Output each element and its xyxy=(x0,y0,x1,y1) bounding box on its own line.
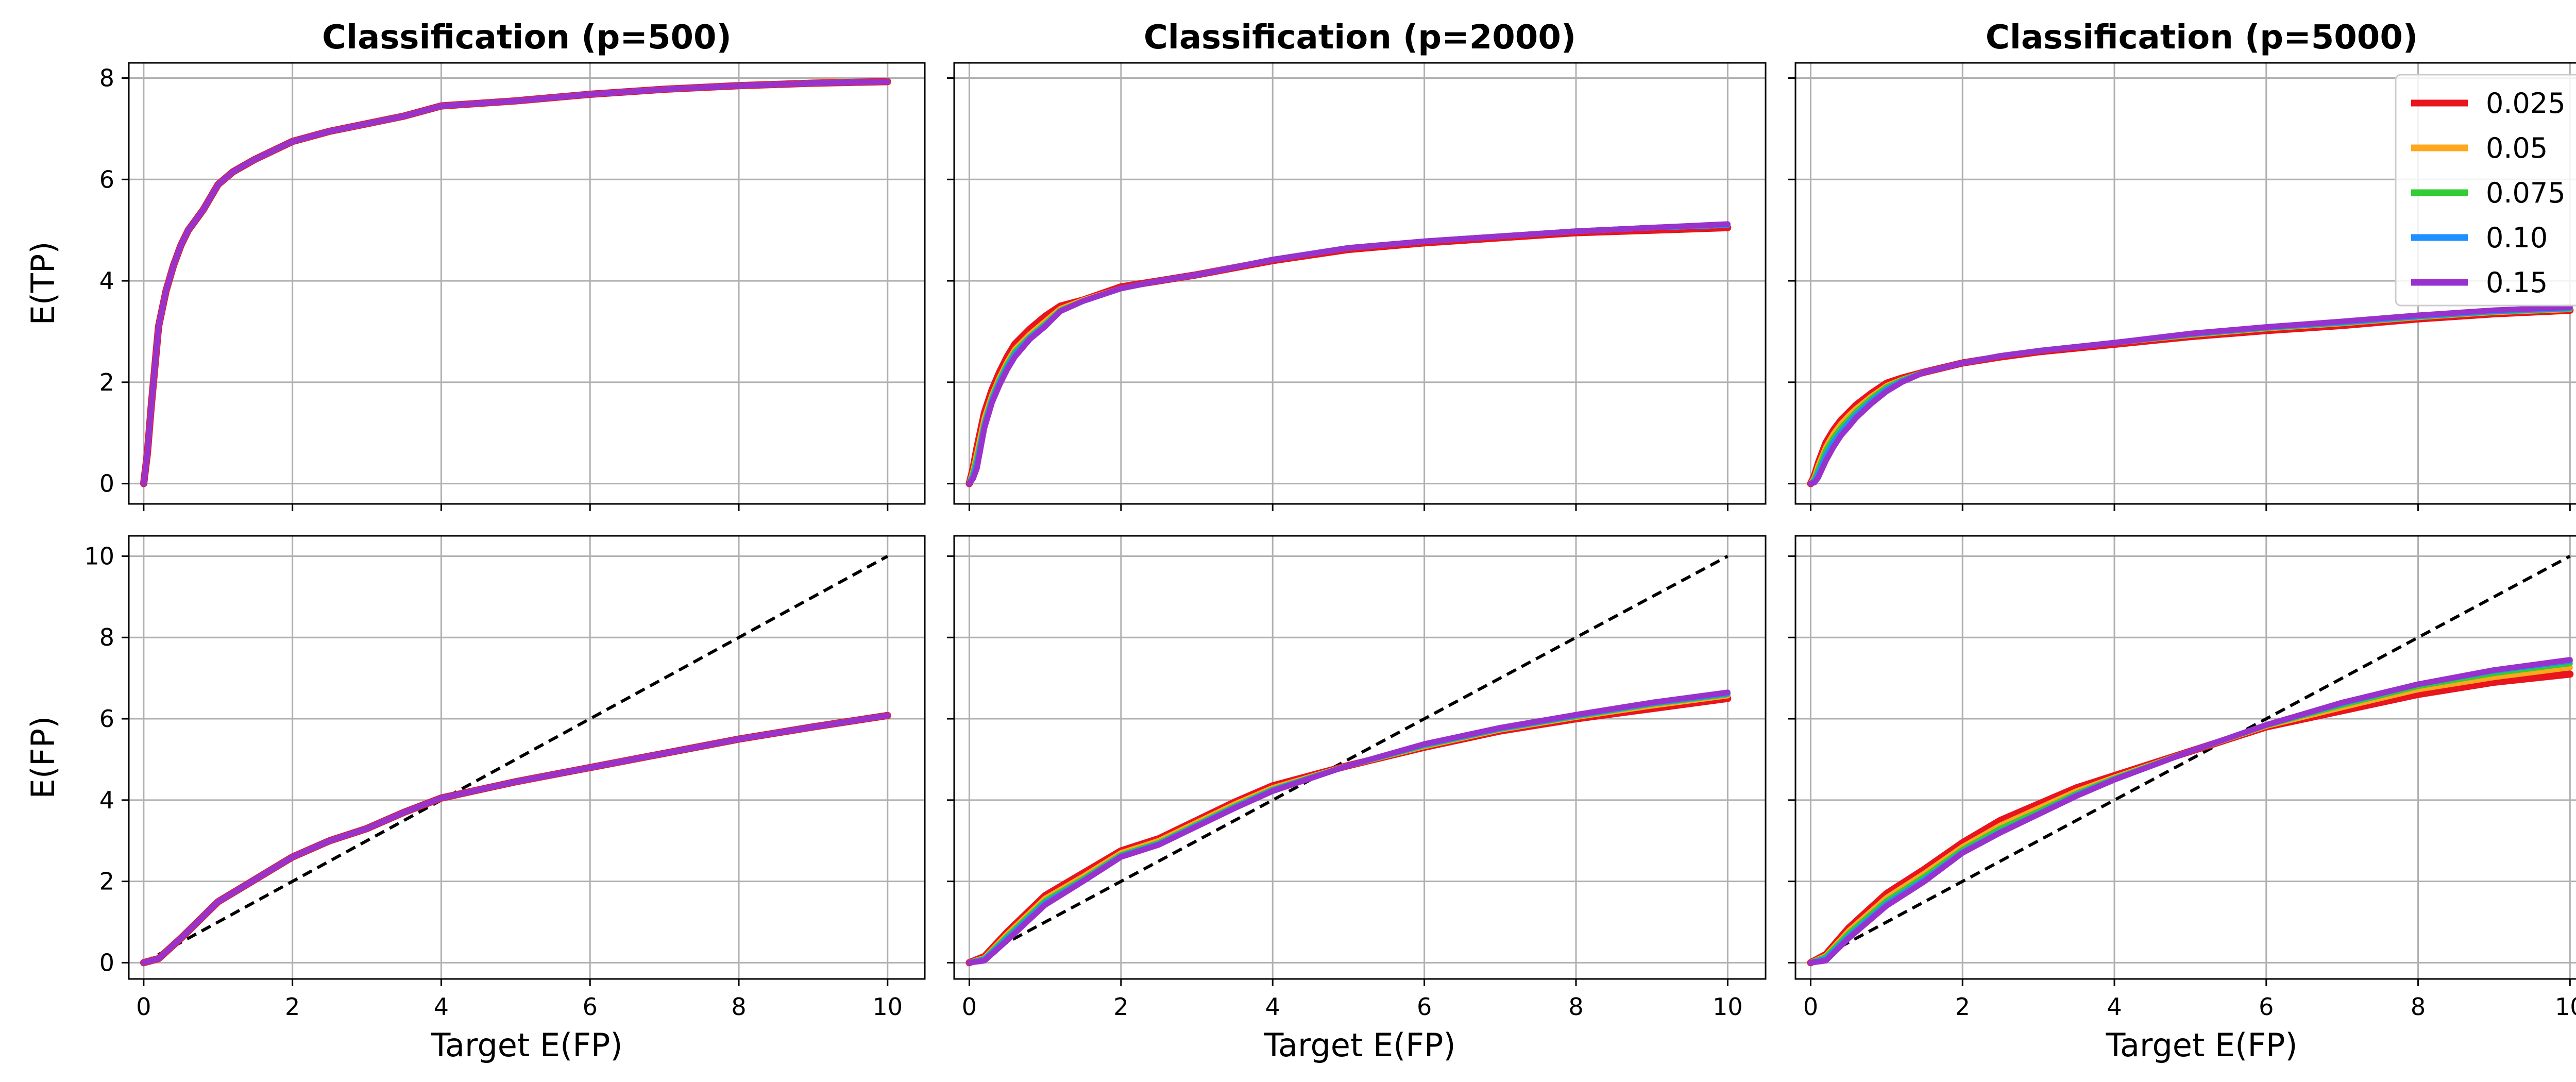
x-tick-label: 2 xyxy=(1955,993,1970,1021)
axes-frame xyxy=(953,535,1767,980)
panel-bottom-middle: 0 2 4 6 8 10 Target E(FP) xyxy=(947,535,1767,1064)
series-line-0-10 xyxy=(1808,658,2573,966)
series-line-0-075 xyxy=(141,713,891,966)
y-tick-label: 4 xyxy=(99,786,114,814)
x-tick-label: 4 xyxy=(2107,993,2122,1021)
panel-top-left: 0 2 4 6 8 Classification (p=500) E(TP) xyxy=(24,19,926,511)
x-tick-label: 2 xyxy=(1113,993,1128,1021)
series-line-0-05 xyxy=(141,78,891,487)
x-tick-label: 10 xyxy=(873,993,903,1021)
series-line-0-025 xyxy=(140,78,891,487)
x-axis-label: Target E(FP) xyxy=(430,1026,622,1064)
x-tick-label: 6 xyxy=(1417,993,1432,1021)
x-tick-label: 8 xyxy=(731,993,746,1021)
axes-frame xyxy=(128,62,926,505)
series-line-0-05 xyxy=(966,692,1731,966)
x-tick-label: 6 xyxy=(583,993,598,1021)
legend-box xyxy=(2395,74,2576,307)
y-tick-label: 0 xyxy=(99,949,114,976)
legend: 0.025 0.05 0.075 0.10 0.15 xyxy=(2395,74,2576,307)
panel-title: Classification (p=5000) xyxy=(1986,19,2418,57)
panel-title: Classification (p=2000) xyxy=(1144,19,1576,57)
y-axis-label: E(TP) xyxy=(24,242,62,326)
panel-title: Classification (p=500) xyxy=(322,19,732,57)
axes-frame xyxy=(1794,62,2576,505)
legend-label: 0.025 xyxy=(2486,87,2566,120)
reference-diagonal-line xyxy=(143,554,889,965)
series-line-0-05 xyxy=(141,713,891,966)
y-tick-label: 4 xyxy=(99,267,114,295)
y-tick-label: 6 xyxy=(99,165,114,193)
legend-label: 0.075 xyxy=(2486,177,2566,209)
y-tick-label: 8 xyxy=(99,623,114,651)
y-tick-label: 10 xyxy=(84,542,114,570)
x-tick-label: 10 xyxy=(2555,993,2576,1021)
y-tick-label: 2 xyxy=(99,868,114,895)
y-tick-label: 0 xyxy=(99,470,114,498)
series-line-0-075 xyxy=(1808,661,2573,966)
x-tick-label: 0 xyxy=(962,993,977,1021)
series-line-0-025 xyxy=(140,712,891,967)
series-line-0-10 xyxy=(141,713,891,966)
x-axis-label: Target E(FP) xyxy=(2105,1026,2297,1064)
reference-diagonal-line xyxy=(1810,554,2571,965)
y-tick-label: 8 xyxy=(99,64,114,92)
series-line-0-15 xyxy=(141,78,891,487)
panel-top-right: Classification (p=5000) xyxy=(1788,19,2576,511)
series-line-0-15 xyxy=(141,713,891,966)
axes-frame xyxy=(1794,535,2576,980)
series-line-0-15 xyxy=(1808,304,2573,487)
x-tick-label: 4 xyxy=(434,993,449,1021)
x-tick-label: 0 xyxy=(1803,993,1818,1021)
series-line-0-05 xyxy=(1808,665,2573,966)
series-line-0-075 xyxy=(141,78,891,487)
y-tick-label: 2 xyxy=(99,368,114,396)
x-axis-label: Target E(FP) xyxy=(1263,1026,1455,1064)
series-line-0-10 xyxy=(141,78,891,487)
series-line-0-025 xyxy=(965,224,1732,487)
x-tick-label: 10 xyxy=(1713,993,1743,1021)
panel-top-middle: Classification (p=2000) xyxy=(947,19,1767,511)
series-line-0-15 xyxy=(966,221,1731,487)
series-line-0-075 xyxy=(966,222,1731,487)
series-line-0-025 xyxy=(965,695,1732,967)
series-line-0-15 xyxy=(1808,657,2573,966)
y-axis-label: E(FP) xyxy=(24,716,62,799)
panel-bottom-right: 0 2 4 6 8 10 Target E(FP) xyxy=(1788,535,2576,1064)
y-tick-label: 6 xyxy=(99,705,114,733)
panel-bottom-left: 0 2 4 6 8 10 0 2 4 6 8 10 Target E(FP) E(FP) xyxy=(24,535,926,1064)
series-line-0-075 xyxy=(966,691,1731,966)
x-tick-label: 4 xyxy=(1265,993,1280,1021)
series-line-0-10 xyxy=(966,690,1731,966)
x-tick-label: 8 xyxy=(1568,993,1583,1021)
series-line-0-025 xyxy=(1807,670,2574,967)
legend-label: 0.10 xyxy=(2486,222,2548,254)
series-line-0-10 xyxy=(966,222,1731,487)
x-tick-label: 2 xyxy=(285,993,300,1021)
legend-label: 0.15 xyxy=(2486,266,2548,299)
axes-frame xyxy=(128,535,926,980)
axes-frame xyxy=(953,62,1767,505)
series-line-0-05 xyxy=(966,222,1731,487)
x-tick-label: 8 xyxy=(2411,993,2426,1021)
x-tick-label: 0 xyxy=(136,993,151,1021)
reference-diagonal-line xyxy=(969,554,1728,965)
x-tick-label: 6 xyxy=(2259,993,2274,1021)
legend-label: 0.05 xyxy=(2486,132,2548,164)
series-line-0-15 xyxy=(966,689,1731,966)
